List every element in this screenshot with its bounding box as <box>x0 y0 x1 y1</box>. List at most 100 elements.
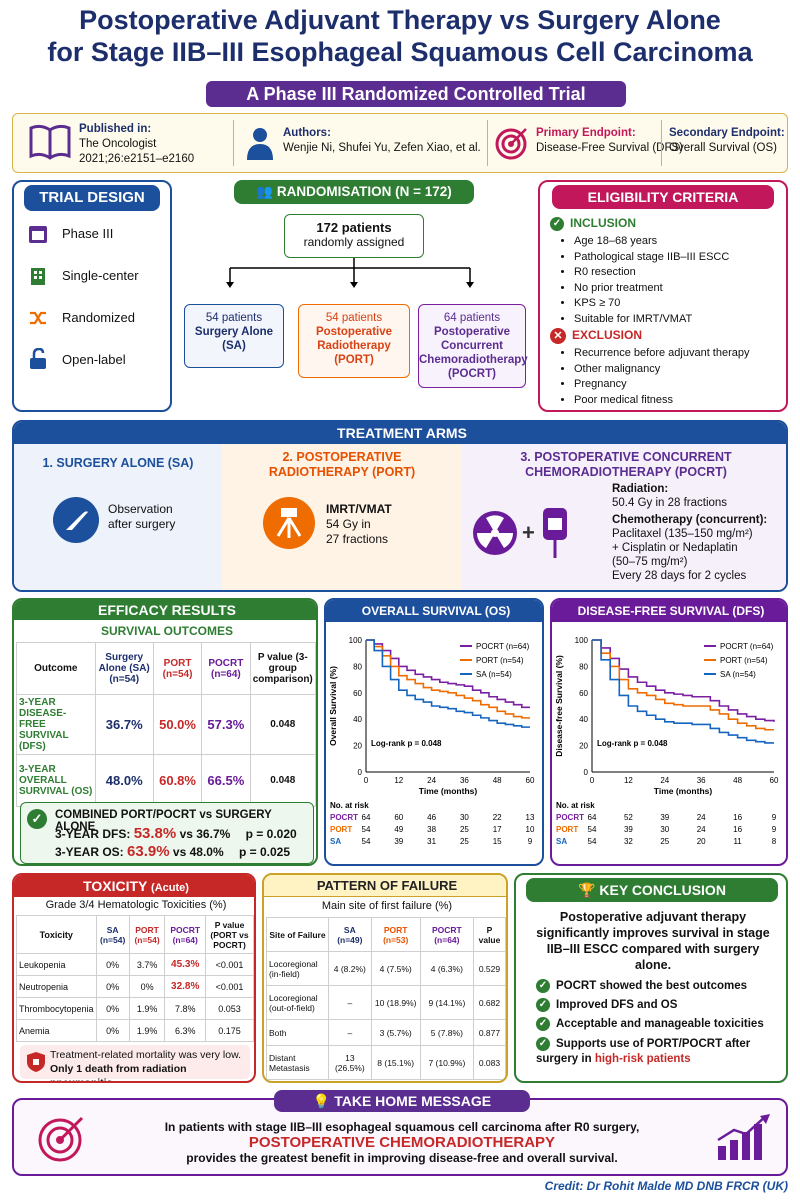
arm-port-t2: 54 Gy in <box>326 517 371 531</box>
risk-value: 60 <box>394 813 403 822</box>
comb-os-vs: vs 48.0% <box>172 845 224 859</box>
fail-cell: 5 (7.8%) <box>419 1019 474 1046</box>
risk-value: 9 <box>772 825 777 834</box>
pocrt-radiation-value: 50.4 Gy in 28 fractions <box>612 497 728 509</box>
take-home-title-text: TAKE HOME MESSAGE <box>334 1093 492 1109</box>
arm-sa-n: 54 patients <box>205 312 263 324</box>
risk-value: 38 <box>427 825 436 834</box>
y-tick-label: 100 <box>349 636 363 645</box>
target-icon <box>38 1116 84 1162</box>
eff-cell: 50.0% <box>152 694 203 755</box>
take-home-line-2: POSTOPERATIVE CHEMORADIOTHERAPY <box>248 1134 556 1151</box>
os-chart-title: OVERALL SURVIVAL (OS) <box>326 600 542 622</box>
log-rank-annotation: Log-rank p = 0.048 <box>371 739 442 748</box>
x-tick-label: 24 <box>660 776 669 785</box>
tox-head: SA (n=54) <box>95 915 130 954</box>
failure-title: PATTERN OF FAILURE <box>264 875 506 897</box>
comb-dfs-value: 53.8% <box>133 825 177 842</box>
x-tick-label: 60 <box>770 776 779 785</box>
risk-row-label: SA <box>556 837 567 846</box>
mortality-note: Treatment-related mortality was very low… <box>20 1045 250 1081</box>
arm-port-card: 2. POSTOPERATIVE RADIOTHERAPY (PORT) IMRT… <box>222 444 462 590</box>
arm-sa-card: 1. SURGERY ALONE (SA) Observation after s… <box>14 444 222 590</box>
check-icon: ✓ <box>536 978 550 993</box>
fail-cell: 4 (8.2%) <box>328 951 372 986</box>
risk-row-label: PORT <box>330 825 352 834</box>
risk-row-label: POCRT <box>556 813 584 822</box>
combined-box: ✓ COMBINED PORT/POCRT vs SURGERY ALONE 3… <box>20 802 314 864</box>
arm-box-port: 54 patients Postoperative Radiotherapy (… <box>298 304 410 378</box>
authors-value: Wenjie Ni, Shufei Yu, Zefen Xiao, et al. <box>283 142 481 154</box>
arm-sa-t1: Observation <box>108 502 173 516</box>
total-patients-box: 172 patients randomly assigned <box>284 214 424 258</box>
fail-cell: Distant Metastasis <box>266 1045 329 1080</box>
treatment-arms-panel: TREATMENT ARMS 1. SURGERY ALONE (SA) Obs… <box>12 420 788 592</box>
comb-dfs-p: p = 0.020 <box>245 827 297 841</box>
treatment-arms-title: TREATMENT ARMS <box>14 422 786 444</box>
tox-cell: 3.7% <box>128 953 166 976</box>
legend-label: SA (n=54) <box>720 670 756 679</box>
arm-port-t1: IMRT/VMAT <box>326 502 392 516</box>
tox-cell: 0.175 <box>205 1019 254 1042</box>
risk-row-label: SA <box>330 837 341 846</box>
conclusion-item: Acceptable and manageable toxicities <box>556 1018 764 1030</box>
tox-cell: 0% <box>95 1019 130 1042</box>
risk-value: 11 <box>733 837 742 846</box>
trial-design-title: TRIAL DESIGN <box>24 185 160 211</box>
efficacy-title: EFFICACY RESULTS <box>14 600 316 620</box>
tox-cell: 1.9% <box>128 1019 166 1042</box>
fail-head: Site of Failure <box>266 917 329 952</box>
toxicity-panel: TOXICITY (Acute) Grade 3/4 Hematologic T… <box>12 873 256 1083</box>
arm-box-sa: 54 patients Surgery Alone (SA) <box>184 304 284 368</box>
tox-cell: 7.8% <box>164 997 206 1020</box>
failure-subtitle: Main site of first failure (%) <box>321 900 453 912</box>
eff-head: PORT (n=54) <box>152 642 203 695</box>
risk-value: 54 <box>588 837 597 846</box>
exclusion-item: Pregnancy <box>574 377 750 393</box>
eff-cell: 66.5% <box>201 754 251 807</box>
exclusion-item: Other malignancy <box>574 362 750 378</box>
secondary-endpoint-value: Overall Survival (OS) <box>669 142 777 154</box>
arm-port-l1: Postoperative <box>315 326 393 338</box>
conclusion-item: POCRT showed the best outcomes <box>556 980 748 992</box>
design-item-randomized: Randomized <box>62 310 135 325</box>
fail-cell: 13 (26.5%) <box>328 1045 372 1080</box>
legend-label: POCRT (n=64) <box>720 642 774 651</box>
risk-value: 22 <box>493 813 502 822</box>
fail-cell: 4 (7.5%) <box>370 951 421 986</box>
conclusion-item-highlight: high-risk patients <box>594 1053 691 1066</box>
radiation-beam-icon <box>263 497 315 549</box>
risk-value: 9 <box>772 813 777 822</box>
efficacy-table: Outcome Surgery Alone (SA) (n=54) PORT (n=… <box>16 642 316 807</box>
fail-cell: 0.682 <box>472 985 506 1020</box>
risk-row-label: POCRT <box>330 813 358 822</box>
conclusion-title: 🏆 KEY CONCLUSION <box>526 878 778 902</box>
fail-cell: 9 (14.1%) <box>419 985 474 1020</box>
mortality-text: Treatment-related mortality was very low… <box>50 1048 250 1081</box>
target-icon <box>495 128 527 160</box>
radiation-icon <box>473 511 517 555</box>
risk-value: 39 <box>394 837 403 846</box>
y-axis-label: Disease-free Survival (%) <box>554 655 564 757</box>
tox-cell: Anemia <box>16 1019 97 1042</box>
x-tick-label: 60 <box>526 776 535 785</box>
inclusion-item: Age 18–68 years <box>574 234 729 250</box>
risk-value: 25 <box>660 837 669 846</box>
tox-head: PORT (n=54) <box>128 915 166 954</box>
arm-sa-text: Observation after surgery <box>108 502 175 532</box>
conclusion-list: ✓ POCRT showed the best outcomes ✓ Improve… <box>536 977 776 1067</box>
risk-value: 54 <box>362 837 371 846</box>
calendar-icon <box>29 226 47 243</box>
x-tick-label: 48 <box>733 776 742 785</box>
inclusion-item: Pathological stage IIB–III ESCC <box>574 250 729 266</box>
design-item-phase: Phase III <box>62 226 114 241</box>
title-line-1: Postoperative Adjuvant Therapy vs Surger… <box>79 5 721 35</box>
y-tick-label: 0 <box>584 768 589 777</box>
fail-cell: 4 (6.3%) <box>419 951 474 986</box>
conclusion-title-text: KEY CONCLUSION <box>599 882 726 898</box>
eff-cell: 48.0% <box>94 754 154 807</box>
fail-cell: 0.877 <box>472 1019 506 1046</box>
shield-icon <box>27 1052 45 1072</box>
failure-panel: PATTERN OF FAILURE Main site of first fa… <box>262 873 508 1083</box>
growth-chart-icon <box>717 1114 770 1160</box>
